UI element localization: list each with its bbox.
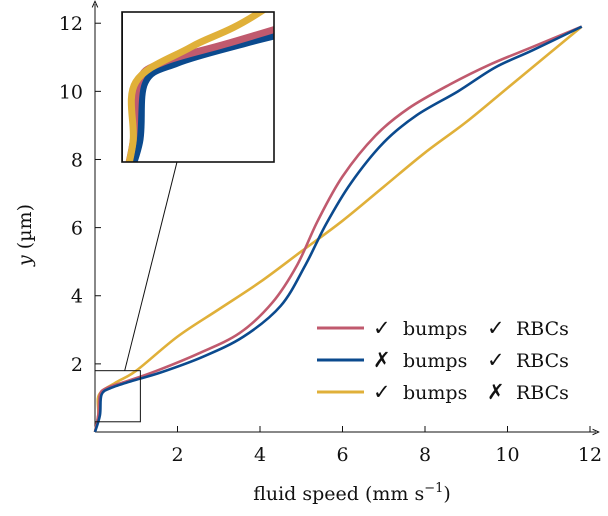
y-tick-label: 2 (71, 354, 83, 376)
inset-series-line-2 (128, 30, 274, 162)
y-tick-label: 8 (71, 149, 83, 171)
inset-series-line-3 (125, 12, 267, 162)
zoom-region-box (94, 370, 141, 423)
x-tick-label: 10 (495, 444, 519, 466)
inset-plot (122, 12, 274, 162)
x-tick-label: 2 (171, 444, 183, 466)
x-axis-title: fluid speed (mm s−1) (253, 481, 451, 505)
legend-label-rbcs: RBCs (516, 350, 569, 372)
legend-label-rbcs: RBCs (516, 382, 569, 404)
check-icon: ✓ (373, 380, 391, 404)
check-icon: ✓ (487, 316, 505, 340)
ticks: 2 4 6 8 10 12 2 4 6 8 10 12 (59, 13, 602, 466)
zoom-inset (94, 11, 275, 423)
axes (95, 4, 596, 432)
legend: ✓ bumps ✓ RBCs ✗ bumps ✓ RBCs ✓ bumps ✗ RBCs (317, 316, 569, 404)
series-line-1 (93, 25, 583, 433)
check-icon: ✓ (373, 316, 391, 340)
x-tick-label: 6 (336, 444, 348, 466)
cross-icon: ✗ (487, 380, 505, 404)
y-tick-label: 4 (71, 286, 83, 308)
legend-label-bumps: bumps (403, 350, 467, 372)
series-line-2 (93, 25, 583, 433)
legend-label-bumps: bumps (403, 382, 467, 404)
check-icon: ✓ (487, 348, 505, 372)
y-tick-label: 10 (59, 81, 83, 103)
legend-label-bumps: bumps (403, 318, 467, 340)
cross-icon: ✗ (373, 348, 391, 372)
legend-label-rbcs: RBCs (516, 318, 569, 340)
x-tick-label: 12 (578, 444, 602, 466)
inset-series-line-1 (125, 25, 274, 162)
inset-frame (121, 11, 275, 163)
series-layer (93, 25, 583, 433)
x-tick-label: 8 (419, 444, 431, 466)
y-axis-title: y (µm) (14, 204, 36, 267)
zoom-connector (124, 161, 178, 371)
y-tick-label: 6 (71, 218, 83, 240)
x-tick-label: 4 (254, 444, 266, 466)
y-tick-label: 12 (59, 13, 83, 35)
